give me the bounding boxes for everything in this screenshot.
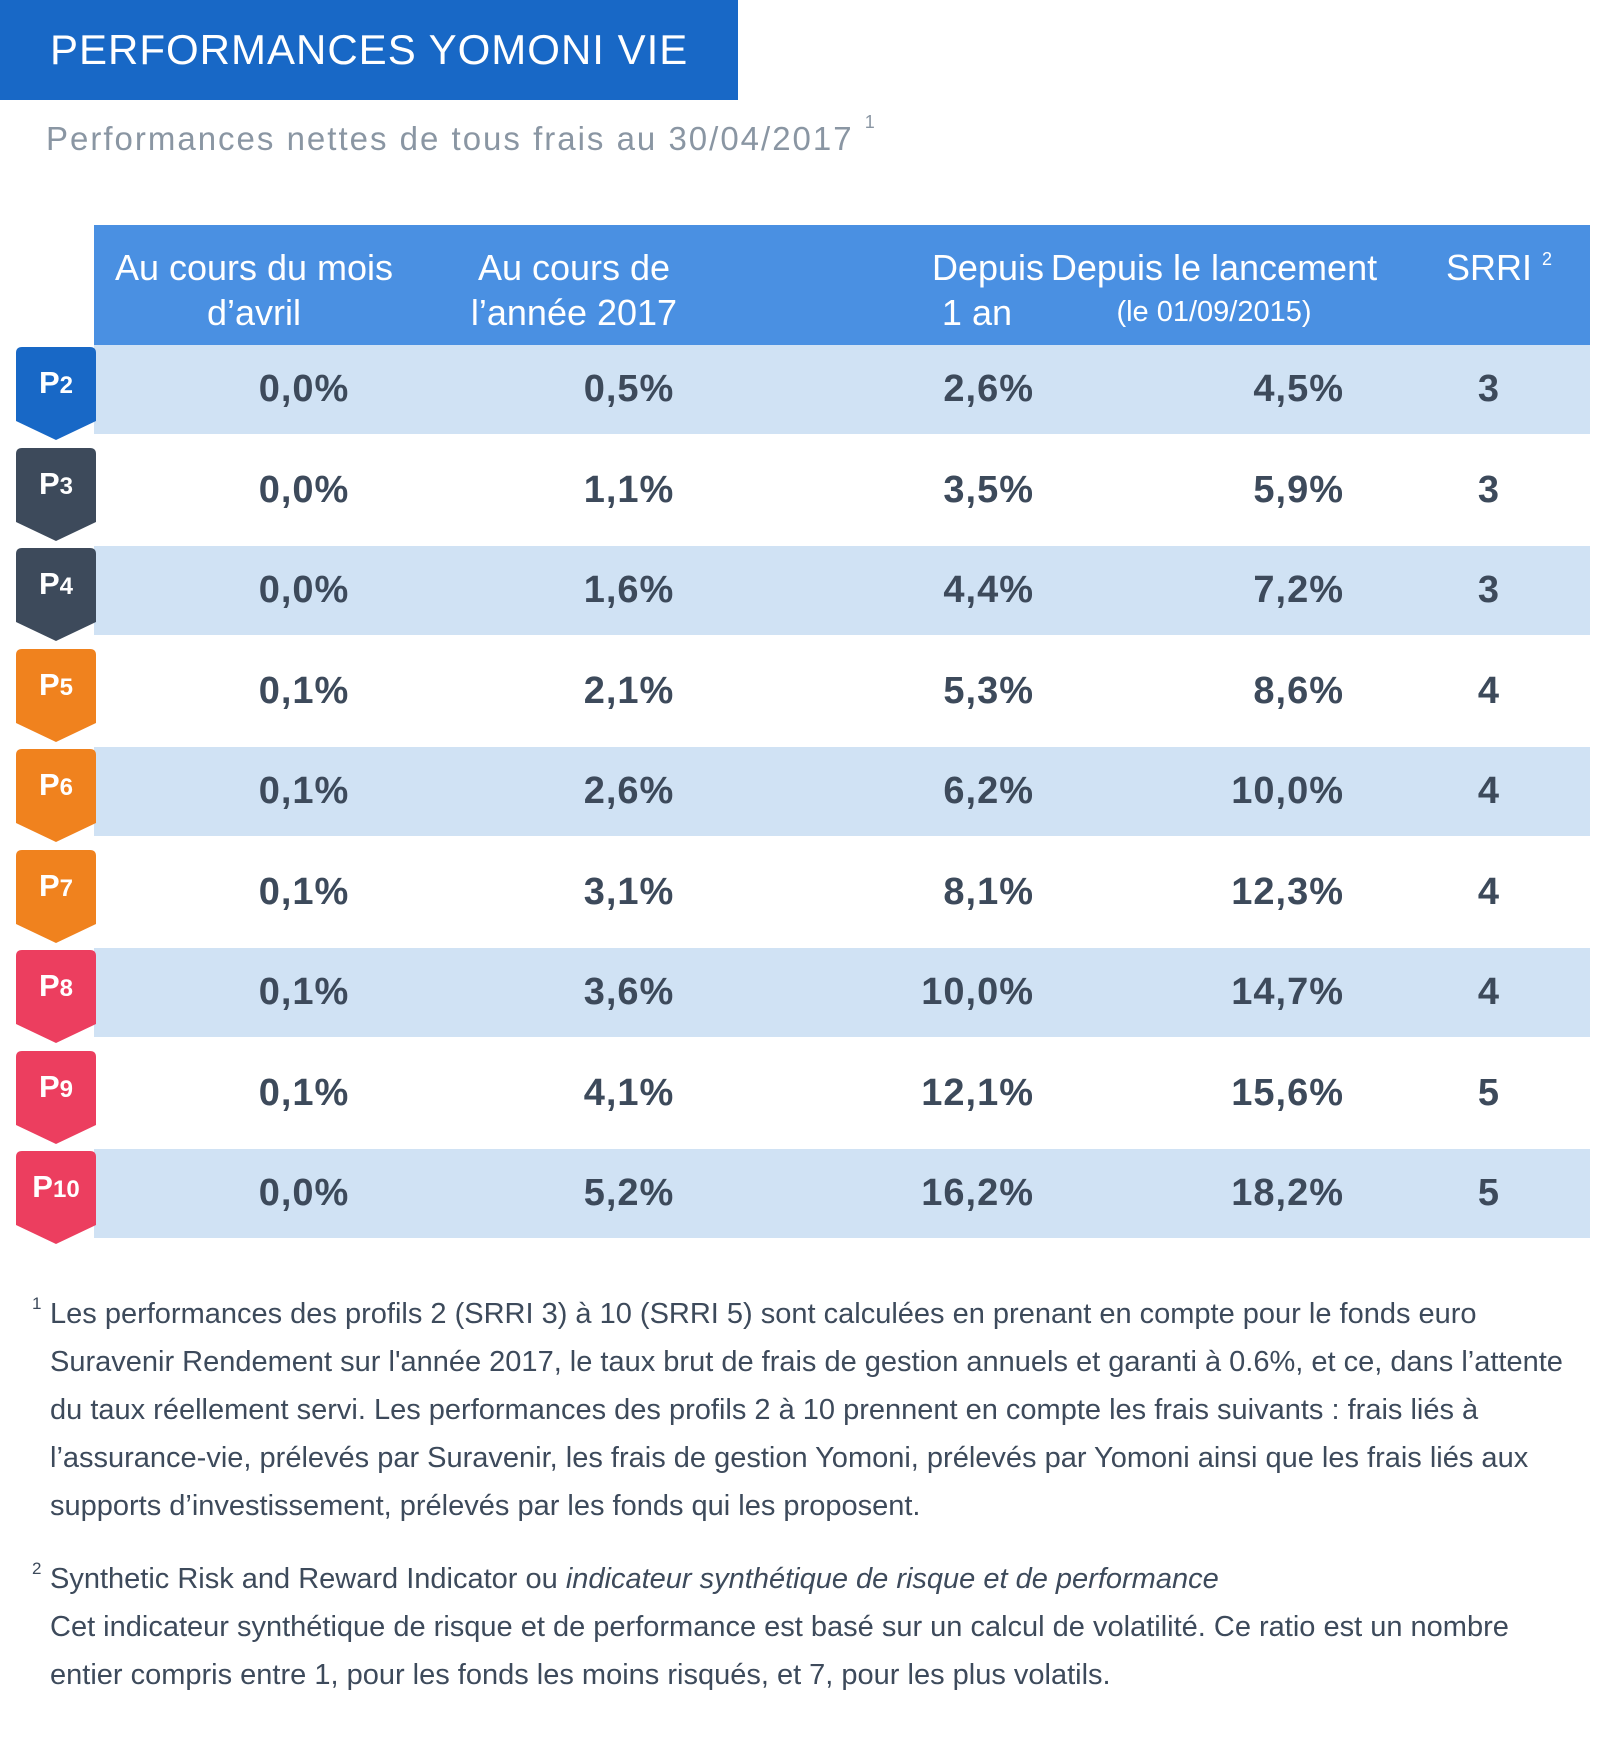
header-srri: SRRI 2 xyxy=(1445,247,1553,288)
badge-shape-icon xyxy=(16,1151,96,1244)
table-cell: 8,1% xyxy=(943,871,1034,913)
table-row: 0,0% 1,6% 4,4% 7,2% 3 xyxy=(94,546,1590,635)
header-since-launch: Depuis le lancement (le 01/09/2015) xyxy=(1050,247,1378,328)
badge-shape-icon xyxy=(16,649,96,742)
profile-badge: P9 xyxy=(16,1051,96,1144)
profile-label: P8 xyxy=(38,968,74,1003)
table-cell: 3 xyxy=(1477,569,1501,611)
table-cell: 12,3% xyxy=(1231,871,1344,913)
table-header: Au cours du mois d’avril Au cours de l’ann… xyxy=(94,225,1590,345)
table-cell: 8,6% xyxy=(1253,670,1344,712)
table-cell: 4,1% xyxy=(583,1072,675,1114)
footnote-ref: 2 xyxy=(1542,249,1553,269)
subtitle: Performances nettes de tous frais au 30/… xyxy=(46,112,877,157)
profile-badge: P3 xyxy=(16,448,96,541)
table-cell: 1,1% xyxy=(583,469,675,511)
profile-label: P5 xyxy=(38,667,74,702)
table-cell: 7,2% xyxy=(1253,569,1344,611)
table-cell: 14,7% xyxy=(1231,971,1344,1013)
badge-shape-icon xyxy=(16,347,96,440)
table-row: 0,1% 2,1% 5,3% 8,6% 4 xyxy=(94,647,1590,736)
table-cell: 0,1% xyxy=(258,971,350,1013)
table-cell: 6,2% xyxy=(943,770,1034,812)
table-cell: 3 xyxy=(1477,469,1501,511)
table-cell: 0,0% xyxy=(258,569,350,611)
profile-badge: P7 xyxy=(16,850,96,943)
table-cell: 3,5% xyxy=(943,469,1034,511)
table-cell: 4 xyxy=(1477,670,1501,712)
table-cell: 0,1% xyxy=(258,871,350,913)
table-cell: 0,0% xyxy=(258,469,350,511)
table-cell: 2,1% xyxy=(583,670,675,712)
table-cell: 12,1% xyxy=(921,1072,1034,1114)
badge-shape-icon xyxy=(16,448,96,541)
table-row: 0,0% 5,2% 16,2% 18,2% 5 xyxy=(94,1149,1590,1238)
table-cell: 2,6% xyxy=(943,368,1034,410)
table-row: 0,1% 2,6% 6,2% 10,0% 4 xyxy=(94,747,1590,836)
profile-label: P6 xyxy=(38,767,74,802)
table-cell: 5,2% xyxy=(583,1172,675,1214)
table-cell: 3,6% xyxy=(583,971,675,1013)
badge-shape-icon xyxy=(16,749,96,842)
table-cell: 0,0% xyxy=(258,368,350,410)
table-cell: 0,1% xyxy=(258,670,350,712)
table-cell: 3,1% xyxy=(583,871,675,913)
profile-badge: P8 xyxy=(16,950,96,1043)
footnote-ref: 1 xyxy=(864,112,877,132)
header-month: Au cours du mois d’avril xyxy=(114,247,394,333)
table-cell: 1,6% xyxy=(583,569,675,611)
table-cell: 10,0% xyxy=(1231,770,1344,812)
table-cell: 16,2% xyxy=(921,1172,1034,1214)
table-row: 0,1% 3,6% 10,0% 14,7% 4 xyxy=(94,948,1590,1037)
badge-shape-icon xyxy=(16,850,96,943)
profile-label: P9 xyxy=(38,1069,74,1104)
table-cell: 0,1% xyxy=(258,1072,350,1114)
profile-label: P4 xyxy=(38,566,74,601)
table-row: 0,0% 0,5% 2,6% 4,5% 3 xyxy=(94,345,1590,434)
table-cell: 0,5% xyxy=(583,368,675,410)
badge-shape-icon xyxy=(16,950,96,1043)
profile-badge: P2 xyxy=(16,347,96,440)
table-cell: 4,4% xyxy=(943,569,1034,611)
table-cell: 5 xyxy=(1477,1072,1501,1114)
profile-badge: P5 xyxy=(16,649,96,742)
table-cell: 3 xyxy=(1477,368,1501,410)
footnote-1: 1 Les performances des profils 2 (SRRI 3)… xyxy=(32,1294,1563,1522)
profile-label: P3 xyxy=(38,466,74,501)
profile-label: P7 xyxy=(38,868,74,903)
footnote-2: 2 Synthetic Risk and Reward Indicator ou … xyxy=(32,1559,1509,1691)
table-cell: 4 xyxy=(1477,871,1501,913)
badge-shape-icon xyxy=(16,1051,96,1144)
profile-label: P10 xyxy=(32,1169,80,1204)
table-cell: 0,1% xyxy=(258,770,350,812)
table-cell: 0,0% xyxy=(258,1172,350,1214)
profile-badge: P10 xyxy=(16,1151,96,1244)
table-cell: 15,6% xyxy=(1231,1072,1344,1114)
table-cell: 5,9% xyxy=(1253,469,1344,511)
table-row: 0,1% 3,1% 8,1% 12,3% 4 xyxy=(94,848,1590,937)
table-cell: 2,6% xyxy=(583,770,675,812)
table-row: 0,0% 1,1% 3,5% 5,9% 3 xyxy=(94,446,1590,535)
table-cell: 5,3% xyxy=(943,670,1034,712)
header-one-year: Depuis 1 an xyxy=(931,247,1044,333)
table-cell: 10,0% xyxy=(921,971,1034,1013)
table-cell: 5 xyxy=(1477,1172,1501,1214)
table-row: 0,1% 4,1% 12,1% 15,6% 5 xyxy=(94,1049,1590,1138)
header-year: Au cours de l’année 2017 xyxy=(470,247,678,333)
profile-badge: P6 xyxy=(16,749,96,842)
table-cell: 18,2% xyxy=(1231,1172,1344,1214)
badge-shape-icon xyxy=(16,548,96,641)
profile-label: P2 xyxy=(38,365,74,400)
table-cell: 4 xyxy=(1477,971,1501,1013)
page-title: PERFORMANCES YOMONI VIE xyxy=(0,0,738,100)
table-cell: 4,5% xyxy=(1253,368,1344,410)
table-cell: 4 xyxy=(1477,770,1501,812)
profile-badge: P4 xyxy=(16,548,96,641)
